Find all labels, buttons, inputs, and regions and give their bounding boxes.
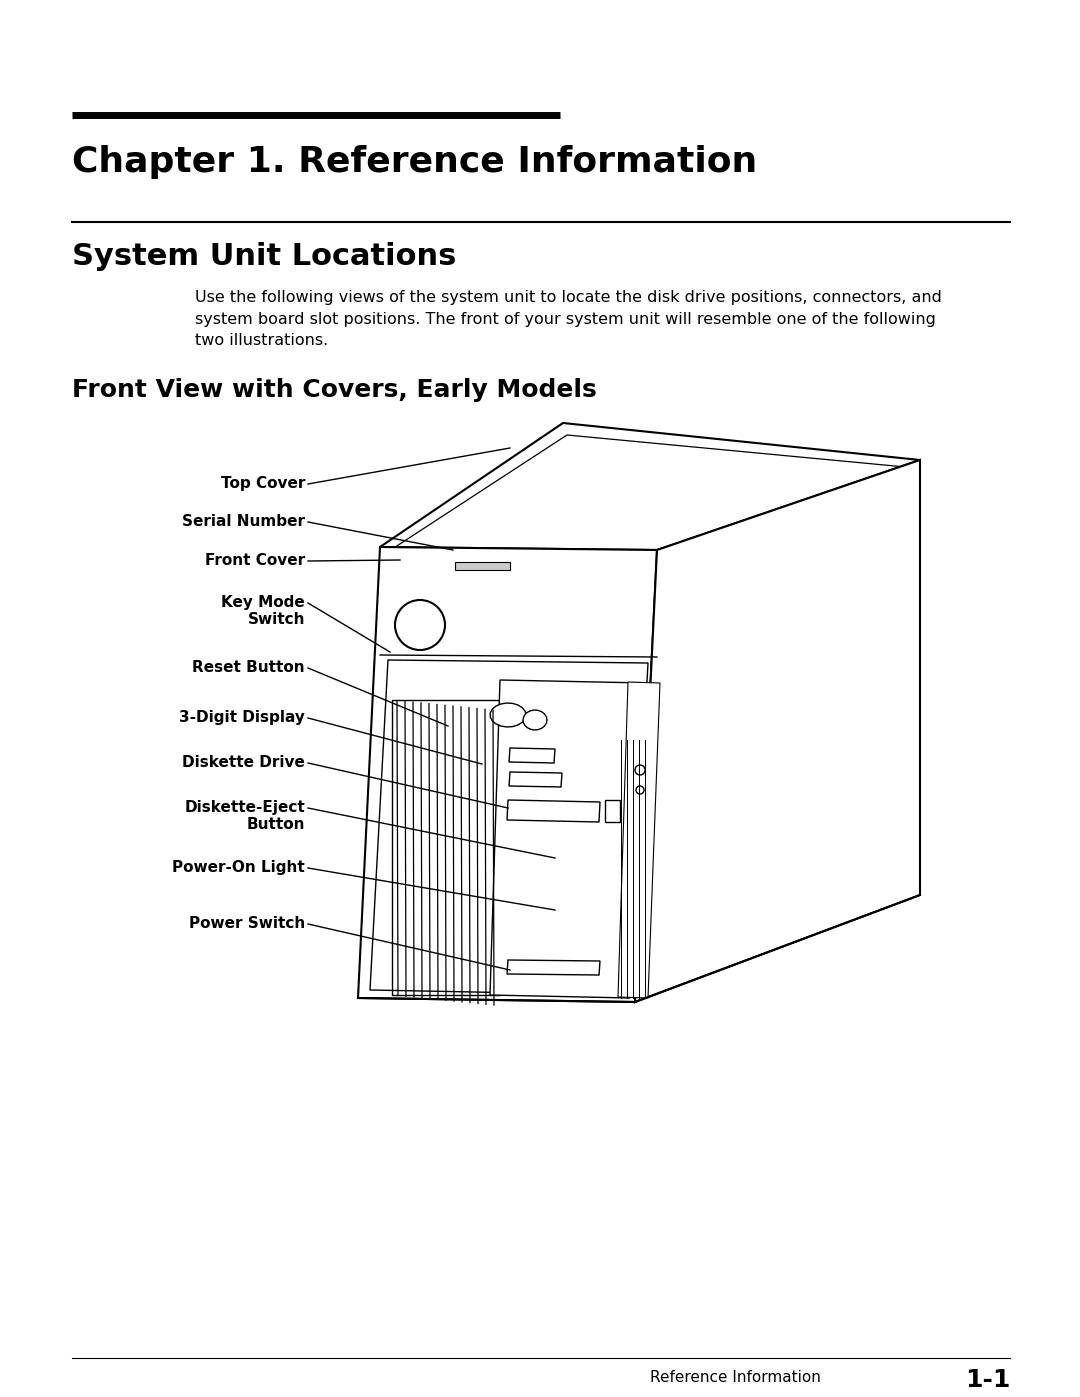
Polygon shape	[380, 423, 920, 550]
Polygon shape	[370, 659, 648, 995]
Text: Reset Button: Reset Button	[192, 659, 305, 675]
Text: System Unit Locations: System Unit Locations	[72, 242, 457, 271]
Polygon shape	[509, 773, 562, 787]
Polygon shape	[605, 800, 620, 821]
Polygon shape	[455, 562, 510, 570]
Text: 3-Digit Display: 3-Digit Display	[179, 710, 305, 725]
Text: Serial Number: Serial Number	[183, 514, 305, 529]
Text: 1-1: 1-1	[964, 1368, 1010, 1391]
Polygon shape	[635, 460, 920, 1002]
Polygon shape	[490, 680, 645, 997]
Text: Front Cover: Front Cover	[205, 553, 305, 569]
Polygon shape	[507, 800, 600, 821]
Polygon shape	[509, 747, 555, 763]
Polygon shape	[490, 703, 526, 726]
Text: Front View with Covers, Early Models: Front View with Covers, Early Models	[72, 379, 597, 402]
Text: Power-On Light: Power-On Light	[172, 861, 305, 875]
Text: Top Cover: Top Cover	[220, 476, 305, 490]
Text: Diskette Drive: Diskette Drive	[183, 754, 305, 770]
Polygon shape	[523, 710, 546, 731]
Polygon shape	[507, 960, 600, 975]
Text: Use the following views of the system unit to locate the disk drive positions, c: Use the following views of the system un…	[195, 291, 942, 348]
Polygon shape	[357, 548, 657, 1002]
Text: Power Switch: Power Switch	[189, 916, 305, 930]
Polygon shape	[618, 682, 660, 997]
Text: Key Mode
Switch: Key Mode Switch	[221, 595, 305, 627]
Text: Diskette-Eject
Button: Diskette-Eject Button	[185, 800, 305, 833]
Text: Reference Information: Reference Information	[650, 1370, 821, 1384]
Text: Chapter 1. Reference Information: Chapter 1. Reference Information	[72, 145, 757, 179]
